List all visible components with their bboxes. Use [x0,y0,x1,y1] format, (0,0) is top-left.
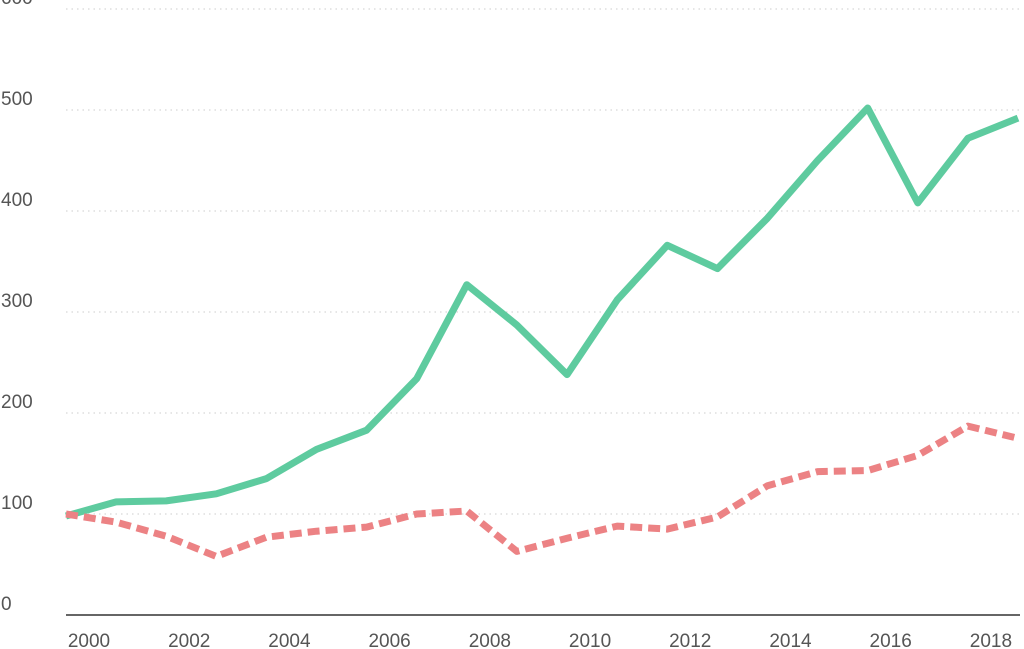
series-line-1 [65,104,1020,520]
series-lines [65,104,1020,560]
x-tick-label: 2006 [368,631,410,649]
y-tick-labels: 0 100 200 300 400 500 600 [1,0,33,615]
x-tick-label: 2010 [569,631,611,649]
x-tick-label: 2008 [469,631,511,649]
x-tick-label: 2018 [970,631,1012,649]
gridlines [66,8,1020,515]
x-tick-label: 2012 [669,631,711,649]
x-tick-label: 2016 [870,631,912,649]
y-tick-label: 100 [1,493,33,514]
x-tick-label: 2004 [268,631,311,649]
y-tick-label: 0 [1,594,12,615]
y-tick-label: 300 [1,291,33,312]
y-tick-label: 200 [1,392,33,413]
x-tick-label: 2000 [68,631,110,649]
x-tick-label: 2002 [168,631,210,649]
x-tick-labels: 2000 2002 2004 2006 2008 2010 2012 2014 2016 2018 [68,631,1012,649]
x-tick-label: 2014 [769,631,812,649]
series-line-2 [65,422,1019,560]
y-tick-label: 600 [1,0,33,9]
y-tick-label: 500 [1,89,33,110]
y-tick-label: 400 [1,190,33,211]
